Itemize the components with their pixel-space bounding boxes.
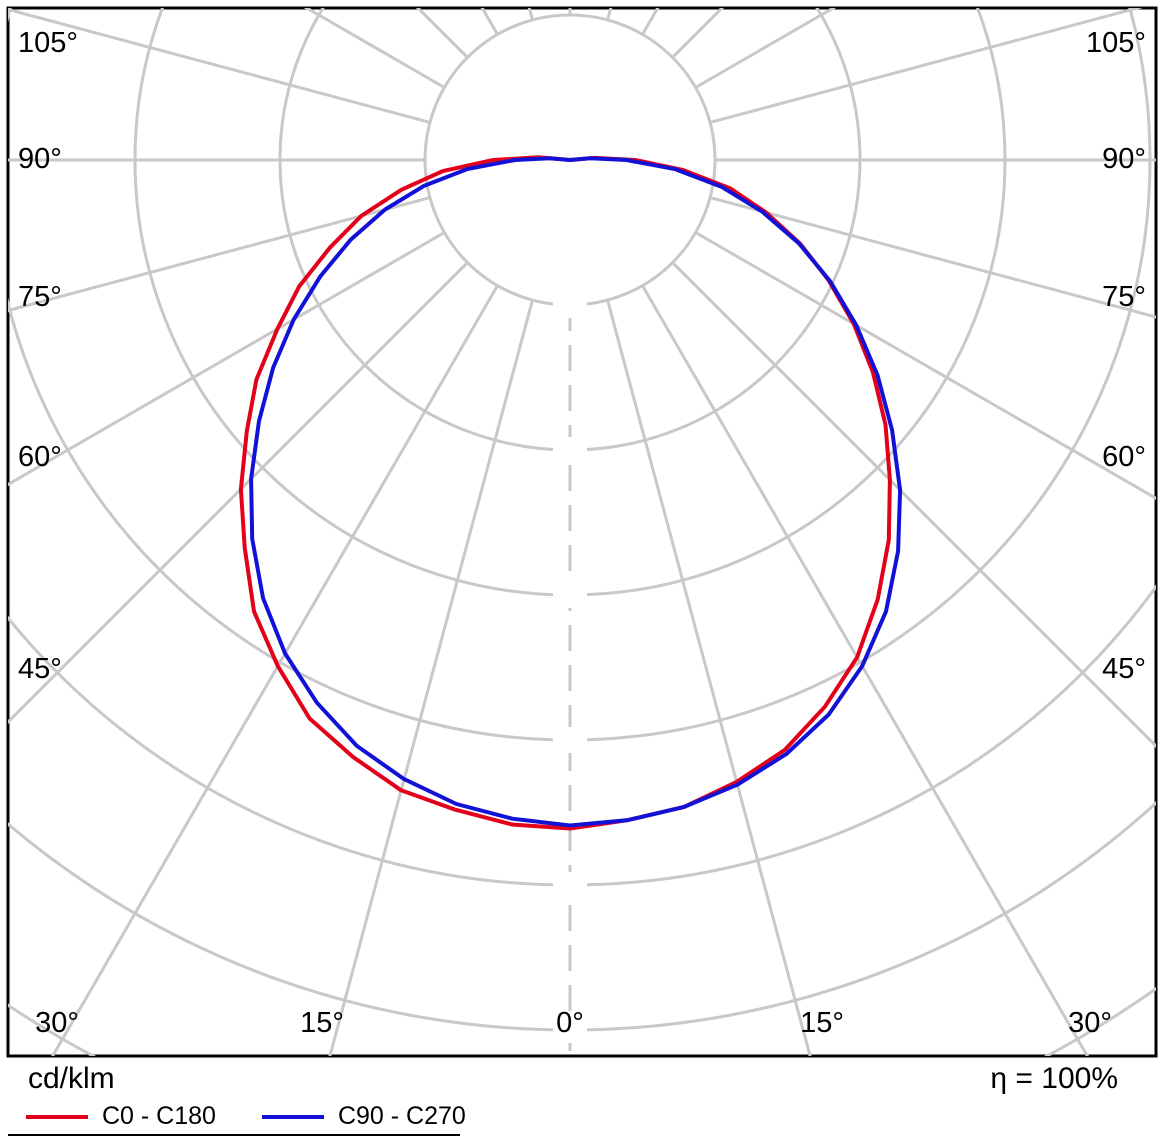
grid-radial-line <box>709 8 1144 124</box>
angle-label: 0° <box>556 1007 584 1039</box>
unit-label: cd/klm <box>28 1062 115 1095</box>
angle-label: 60° <box>1102 441 1146 473</box>
angle-label: 60° <box>18 441 62 473</box>
radial-axis-label-box <box>553 727 587 753</box>
radial-axis-label-box <box>553 582 587 608</box>
grid-radial-line <box>671 261 1156 749</box>
grid-radial-line <box>709 196 1156 319</box>
angle-label: 75° <box>18 281 62 313</box>
radial-axis-label-box <box>553 872 587 898</box>
legend: C0 - C180 C90 - C270 <box>26 1102 512 1131</box>
radial-axis-label-box <box>553 437 587 463</box>
legend-underline <box>8 1134 460 1136</box>
curve-c270-c90 <box>249 156 903 828</box>
grid-radial-line <box>328 299 534 1056</box>
grid-radial-line <box>8 261 469 725</box>
angle-label: 30° <box>1068 1007 1112 1039</box>
angle-label: 15° <box>300 1007 344 1039</box>
radial-axis-label-boxes <box>553 292 587 1043</box>
grid-radial-line <box>50 284 499 1056</box>
angle-label: 45° <box>18 653 62 685</box>
angle-label: 90° <box>1102 143 1146 175</box>
angle-label: 45° <box>1102 653 1146 685</box>
plot-frame <box>6 6 1158 1058</box>
grid-radial-line <box>8 196 431 313</box>
grid-radial-line <box>694 231 1156 501</box>
angle-label: 105° <box>1086 27 1146 59</box>
angle-label: 30° <box>35 1007 79 1039</box>
radial-axis-label-box <box>553 292 587 318</box>
angle-labels: 105° 90° 75° 60° 45° 105° 90° 75° 60° 45° 30° 15° 0°… <box>18 27 1146 1039</box>
legend-label-c0-c180: C0 - C180 <box>102 1102 216 1130</box>
angle-label: 105° <box>18 27 78 59</box>
polar-chart: 105° 90° 75° 60° 45° 105° 90° 75° 60° 45° 30° 15° 0°… <box>6 6 1158 1058</box>
curves <box>238 155 903 831</box>
legend-swatch-c90-c270 <box>261 1114 324 1119</box>
legend-swatch-c0-c180 <box>26 1114 88 1119</box>
legend-label-c90-c270: C90 - C270 <box>337 1102 466 1130</box>
grid-radial-line <box>641 284 1090 1056</box>
efficiency-label: η = 100% <box>990 1062 1118 1095</box>
angle-label: 15° <box>800 1007 844 1039</box>
angle-label: 75° <box>1102 281 1146 313</box>
radial-axis-label-box <box>553 1017 587 1043</box>
grid-radial-line <box>606 299 812 1056</box>
angle-label: 90° <box>18 143 62 175</box>
grid-radial-line <box>8 8 431 124</box>
